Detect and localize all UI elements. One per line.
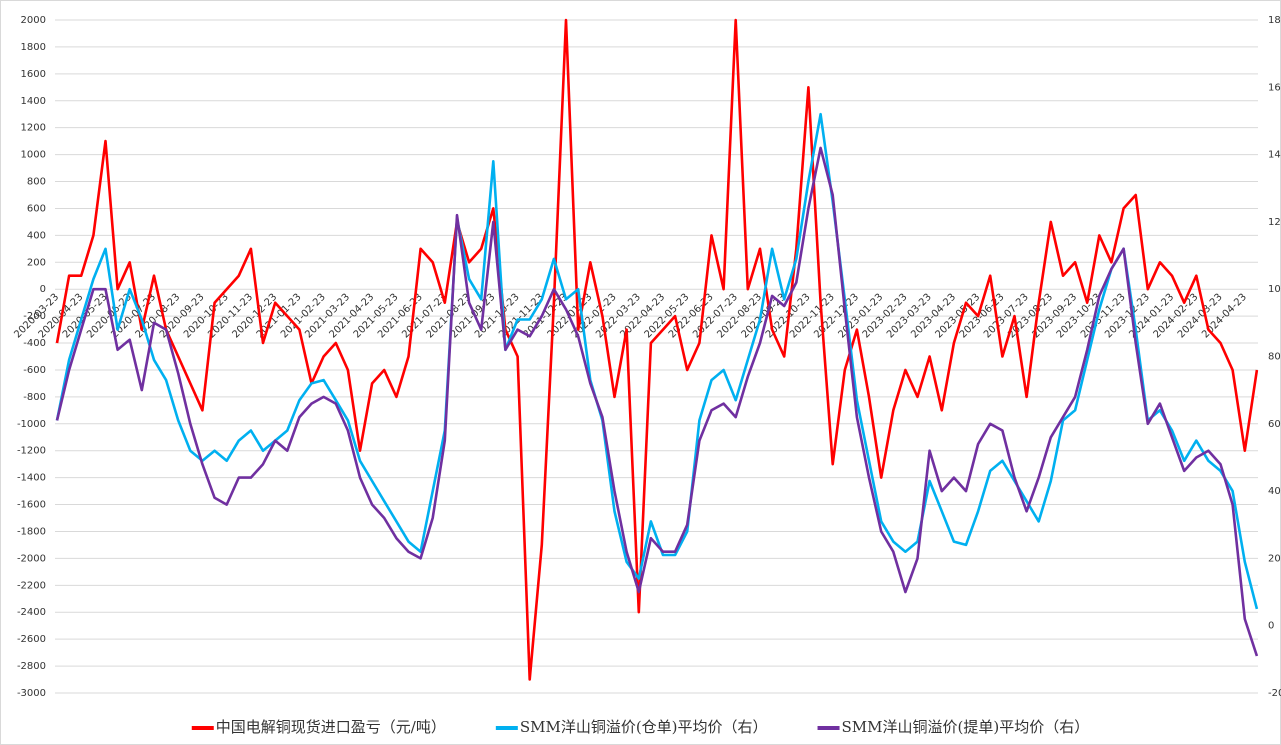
legend: 中国电解铜现货进口盈亏（元/吨） SMM洋山铜溢价(仓单)平均价（右） SMM洋山铜…	[191, 718, 1090, 736]
y-tick-label: 1200	[21, 123, 46, 134]
y-tick-label: 600	[27, 203, 46, 214]
y-tick-label: -1600	[17, 500, 46, 511]
y2-tick-label: 120	[1268, 217, 1281, 228]
y-tick-label: 0	[40, 284, 46, 295]
y2-tick-label: 20	[1268, 553, 1281, 564]
y-tick-label: 1600	[21, 69, 46, 80]
y-tick-label: 1000	[21, 150, 46, 161]
legend-label: SMM洋山铜溢价(仓单)平均价（右）	[520, 718, 768, 736]
y-tick-label: -1400	[17, 473, 46, 484]
y-tick-label: -2200	[17, 580, 46, 591]
y-tick-label: -400	[23, 338, 46, 349]
y-tick-label: -2000	[17, 553, 46, 564]
y-tick-label: 800	[27, 177, 46, 188]
y-tick-label: -2800	[17, 661, 46, 672]
y-tick-label: -3000	[17, 688, 46, 699]
legend-label: 中国电解铜现货进口盈亏（元/吨）	[216, 718, 446, 736]
legend-label: SMM洋山铜溢价(提单)平均价（右）	[842, 718, 1090, 736]
y2-tick-label: 180	[1268, 15, 1281, 26]
y2-tick-label: 0	[1268, 621, 1274, 632]
y-tick-label: 1800	[21, 42, 46, 53]
y2-tick-label: 80	[1268, 352, 1281, 363]
y-tick-label: -200	[23, 311, 46, 322]
series-line	[55, 146, 1259, 657]
y-tick-label: -1200	[17, 446, 46, 457]
y-tick-label: 2000	[21, 15, 46, 26]
series-line	[55, 18, 1259, 681]
y2-tick-label: 40	[1268, 486, 1281, 497]
y-tick-label: -2400	[17, 607, 46, 618]
y2-tick-label: 140	[1268, 150, 1281, 161]
y-tick-label: -800	[23, 392, 46, 403]
y2-tick-label: 160	[1268, 82, 1281, 93]
y-tick-label: -2600	[17, 634, 46, 645]
y-tick-label: -1000	[17, 419, 46, 430]
y-tick-label: -1800	[17, 526, 46, 537]
y-tick-label: 1400	[21, 96, 46, 107]
y2-tick-label: 100	[1268, 284, 1281, 295]
y-tick-label: 400	[27, 230, 46, 241]
y2-tick-label: 60	[1268, 419, 1281, 430]
y-tick-label: -600	[23, 365, 46, 376]
series-line	[55, 112, 1259, 610]
y2-tick-label: -20	[1268, 688, 1281, 699]
y-tick-label: 200	[27, 257, 46, 268]
